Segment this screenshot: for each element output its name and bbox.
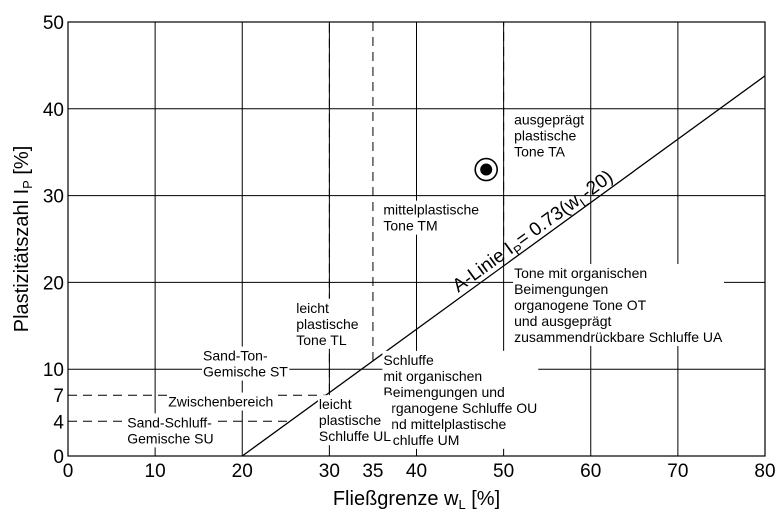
region-text: Sand-Schluff-Gemische SU — [127, 414, 213, 446]
region-text-line: leicht — [319, 396, 352, 412]
region-text: mittelplastische Tone TM — [383, 202, 479, 234]
region-text-line: Sand-Schluff- — [127, 414, 212, 430]
region-text-bg — [317, 395, 393, 446]
region-text-line: und ausgeprägt — [514, 313, 611, 329]
region-text-line: Tone TM — [383, 218, 437, 234]
a-line — [241, 75, 766, 457]
region-text-line: organogene Tone OT — [514, 297, 647, 313]
region-text-bg — [295, 298, 360, 349]
region-label: Zwischenbereich — [167, 392, 275, 411]
region-text-bg — [126, 413, 215, 448]
region-text-bg — [382, 350, 539, 449]
region-labels: ausgeprägt plastische Tone TAmittelplastis… — [126, 110, 725, 449]
a-line-eq-main: A-Linie I — [449, 239, 518, 297]
region-text: Schluffe mit organischen Beimengungen und o… — [383, 352, 537, 448]
x-tick-label: 0 — [63, 461, 74, 482]
region-text-line: Tone mit organischen — [514, 265, 647, 281]
region-text-line: organogene Schluffe OU — [383, 400, 537, 416]
region-text-line: Schluffe UL — [319, 428, 391, 444]
y-tick-label: 30 — [43, 187, 64, 208]
x-axis-title-main: Fließgrenze w — [333, 488, 459, 510]
y-tick-label: 4 — [53, 412, 64, 433]
y-tick-label: 7 — [53, 386, 64, 407]
region-text: ausgeprägt plastische Tone TA — [514, 111, 584, 159]
region-text-line: Beimengungen — [514, 281, 608, 297]
x-tick-label: 20 — [232, 461, 253, 482]
region-text-line: Sand-Ton- — [203, 348, 268, 364]
y-axis-title-main: Plastizitätszahl I — [11, 189, 33, 332]
x-axis-title: Fließgrenze wL [%] — [333, 488, 500, 512]
y-tick-label: 40 — [43, 100, 64, 121]
region-label: Schluffe mit organischen Beimengungen und o… — [382, 350, 539, 449]
region-text-line: Gemische SU — [127, 430, 213, 446]
region-text-line: Schluffe — [383, 352, 434, 368]
region-text: leicht plastische Tone TL — [296, 300, 358, 348]
data-point-dot — [480, 163, 493, 176]
region-label: mittelplastische Tone TM — [382, 200, 481, 235]
x-tick-label: 35 — [362, 461, 383, 482]
plot-frame — [67, 21, 766, 457]
region-text-line: Tone TL — [296, 332, 347, 348]
region-text-bg — [513, 110, 586, 161]
region-text-line: plastische — [319, 412, 381, 428]
region-text-bg — [202, 346, 290, 381]
region-text: Zwischenbereich — [168, 394, 273, 410]
region-text-line: mittelplastische — [383, 202, 479, 218]
x-tick-label: 80 — [754, 461, 775, 482]
y-axis-title: Plastizitätszahl IP [%] — [11, 146, 35, 333]
region-text-line: plastische — [296, 316, 358, 332]
x-tick-label: 30 — [319, 461, 340, 482]
x-tick-label: 70 — [667, 461, 688, 482]
x-axis-title-unit: [%] — [466, 488, 500, 510]
region-text-line: Gemische ST — [203, 364, 288, 380]
region-text-line: Tone TA — [514, 143, 566, 159]
tick-labels: 0 10 20 30 35 40 50 60 70 80 0 4 7 10 20 30 40 50 — [43, 13, 776, 482]
region-text-line: plastische — [514, 127, 576, 143]
region-text-bg — [513, 264, 725, 347]
region-text-line: Zwischenbereich — [168, 394, 273, 410]
y-tick-label: 10 — [43, 360, 64, 381]
a-line-eq-rest: = 0.73(w — [512, 190, 584, 250]
region-label: leicht plastische Schluffe UL — [317, 395, 393, 446]
region-text-line: zusammendrückbare Schluffe UA — [514, 329, 723, 345]
region-label: Sand-Ton-Gemische ST — [202, 346, 290, 381]
region-text-line: leicht — [296, 300, 329, 316]
y-axis-title-unit: [%] — [11, 146, 33, 180]
region-text-line: mit organischen — [383, 368, 482, 384]
region-text-bg — [167, 392, 275, 411]
region-label: ausgeprägt plastische Tone TA — [513, 110, 586, 161]
x-axis-title-sub: L — [458, 497, 465, 512]
y-tick-label: 20 — [43, 273, 64, 294]
region-text-line: Beimengungen und — [383, 384, 504, 400]
data-point-group — [474, 157, 499, 182]
region-text-line: Schluffe UM — [383, 432, 459, 448]
region-text: Sand-Ton-Gemische ST — [203, 348, 288, 380]
x-tick-label: 50 — [493, 461, 514, 482]
region-label: Sand-Schluff-Gemische SU — [126, 413, 215, 448]
region-text: leicht plastische Schluffe UL — [319, 396, 391, 444]
y-tick-label: 0 — [53, 447, 64, 468]
region-text-line: ausgeprägt — [514, 111, 584, 127]
region-label: leicht plastische Tone TL — [295, 298, 360, 349]
region-label: Tone mit organischen Beimengungen organoge… — [513, 264, 725, 347]
region-text: Tone mit organischen Beimengungen organoge… — [514, 265, 723, 345]
region-text-line: und mittelplastische — [383, 416, 506, 432]
y-axis-title-sub: P — [20, 180, 35, 189]
axis-titles: Fließgrenze wL [%]Plastizitätszahl IP [%… — [11, 146, 500, 512]
x-tick-label: 40 — [406, 461, 427, 482]
x-tick-label: 60 — [580, 461, 601, 482]
x-tick-label: 10 — [145, 461, 166, 482]
region-text-bg — [382, 200, 481, 235]
y-tick-label: 50 — [43, 13, 64, 34]
